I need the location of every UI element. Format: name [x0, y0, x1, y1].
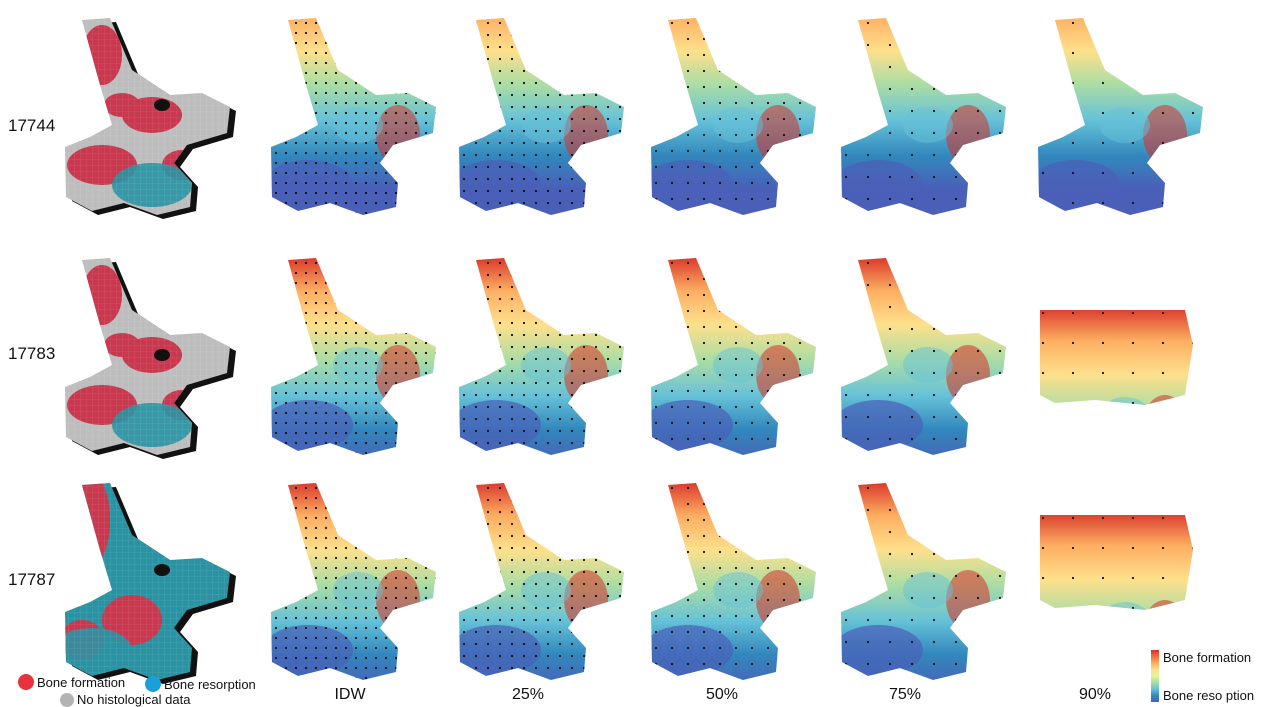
interpolation-map [459, 18, 624, 215]
resorption-swatch [145, 676, 161, 692]
interpolation-map [1040, 515, 1193, 610]
interpolation-map [841, 18, 1006, 215]
no-data-swatch [60, 692, 74, 707]
legend-formation: Bone formation [18, 674, 125, 690]
interpolation-map [1040, 310, 1193, 405]
interpolation-map [1038, 18, 1203, 215]
colorbar [1151, 650, 1159, 702]
legend-resorption-label: Bone resorption [164, 676, 256, 692]
histology-map [65, 258, 236, 459]
row-label-17787: 17787 [8, 570, 56, 589]
histology-map [65, 483, 236, 684]
row-label-17744: 17744 [8, 116, 56, 135]
formation-swatch [18, 674, 34, 690]
column-label-75: 75% [888, 686, 922, 703]
interpolation-map [841, 258, 1006, 455]
interpolation-map [271, 483, 436, 680]
colorbar-bottom-label: Bone reso ption [1163, 688, 1255, 703]
interpolation-map [271, 258, 436, 455]
histology-map [65, 18, 236, 219]
interpolation-map [271, 18, 436, 215]
interpolation-map [651, 18, 816, 215]
column-label-50: 50% [705, 686, 739, 703]
legend-no-data: No histological data [60, 692, 190, 707]
column-label-idw: IDW [334, 686, 366, 703]
interpolation-map [459, 258, 624, 455]
column-label-90: 90% [1078, 686, 1112, 703]
interpolation-map [651, 258, 816, 455]
interpolation-map [459, 483, 624, 680]
legend-formation-label: Bone formation [37, 674, 126, 690]
legend-resorption: Bone resorption [145, 676, 256, 692]
legend-no-data-label: No histological data [77, 692, 191, 707]
column-label-25: 25% [511, 686, 545, 703]
row-label-17783: 17783 [8, 344, 56, 363]
colorbar-top-label: Bone formation [1163, 650, 1252, 665]
interpolation-map [841, 483, 1006, 680]
interpolation-map [651, 483, 816, 680]
